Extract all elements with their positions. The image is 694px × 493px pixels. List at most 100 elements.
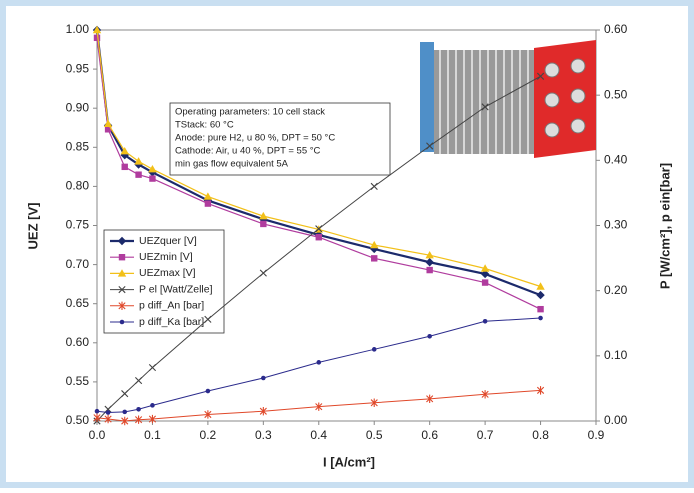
x-tick-label: 0.5	[366, 428, 383, 442]
annotation-text: Anode: pure H2, u 80 %, DPT = 50 °C	[175, 133, 335, 144]
marker	[427, 333, 432, 339]
x-tick-label: 0.3	[255, 428, 272, 442]
marker	[148, 414, 157, 424]
legend-label: UEZmin [V]	[139, 251, 193, 263]
marker	[259, 407, 267, 416]
legend-marker	[117, 236, 127, 246]
marker	[481, 390, 489, 399]
marker	[370, 240, 379, 249]
photo-fins	[434, 50, 534, 154]
marker	[425, 251, 434, 259]
marker	[135, 171, 142, 178]
y-axis-label: UEZ [V]	[25, 203, 40, 250]
marker	[315, 225, 323, 233]
x-tick-label: 0.2	[200, 428, 217, 442]
marker	[104, 126, 112, 133]
marker	[370, 398, 378, 407]
marker	[259, 269, 267, 277]
marker	[425, 258, 434, 267]
legend-frame	[103, 229, 225, 334]
marker	[120, 147, 129, 155]
marker	[150, 403, 155, 408]
legend-label: UEZmax [V]	[139, 267, 196, 279]
marker	[149, 175, 156, 182]
marker	[536, 72, 545, 80]
annotation-text: min gas flow equivalent 5A	[175, 159, 289, 170]
x-tick-label: 0.9	[588, 428, 605, 442]
marker	[105, 410, 111, 415]
y-tick-label: 0.90	[66, 100, 90, 114]
marker	[481, 279, 489, 286]
marker	[316, 360, 322, 365]
photo-fin-lines	[439, 50, 529, 154]
marker	[148, 164, 157, 173]
legend-label: p diff_An [bar]	[139, 300, 204, 312]
marker	[93, 34, 101, 42]
marker	[104, 405, 112, 413]
marker	[205, 388, 211, 394]
y-tick-label: 0.75	[66, 218, 90, 232]
marker	[122, 409, 128, 415]
marker	[94, 408, 100, 414]
marker	[426, 394, 434, 404]
marker	[260, 220, 267, 228]
marker	[538, 315, 543, 321]
marker	[371, 255, 378, 262]
y-tick-label: 0.85	[66, 139, 90, 153]
marker	[371, 347, 377, 352]
marker	[261, 375, 266, 381]
photo-plate	[420, 42, 434, 152]
series-line	[95, 29, 541, 297]
series-line	[96, 317, 541, 414]
marker	[121, 416, 129, 426]
series-line	[96, 29, 541, 288]
series-line	[96, 389, 541, 422]
annotation-box: Operating parameters: 10 cell stack TStac…	[169, 102, 391, 176]
y-tick-label: 0.95	[66, 61, 90, 75]
legend: UEZquer [V] UEZmin [V] UEZmax [V] P el [Wat…	[103, 229, 225, 334]
marker	[104, 414, 112, 424]
marker	[148, 363, 157, 372]
marker	[537, 305, 544, 313]
legend-marker	[118, 301, 126, 310]
x-axis-label: I [A/cm²]	[323, 454, 375, 469]
legend-label: p diff_Ka [bar]	[139, 316, 204, 328]
marker	[136, 406, 141, 412]
marker	[204, 315, 212, 323]
stack-photo	[420, 40, 596, 158]
marker	[204, 410, 212, 419]
annotation-text: TStack: 60 °C	[175, 120, 234, 131]
y2-tick-label: 0.10	[604, 348, 628, 362]
marker	[315, 234, 322, 241]
marker	[315, 402, 323, 411]
marker	[480, 269, 490, 279]
x-tick-label: 0.4	[310, 428, 327, 442]
legend-marker	[118, 254, 126, 261]
marker	[536, 282, 545, 290]
legend-marker	[117, 269, 127, 277]
marker	[204, 200, 212, 207]
photo-fittings	[544, 58, 586, 138]
y-tick-label: 1.00	[66, 22, 90, 36]
x-tick-label: 0.0	[89, 428, 106, 442]
marker	[426, 142, 434, 150]
marker	[134, 377, 143, 385]
marker	[370, 182, 378, 190]
marker	[481, 103, 489, 111]
y2-tick-label: 0.50	[604, 87, 628, 101]
marker	[203, 192, 213, 200]
legend-marker	[119, 319, 125, 325]
x-tick-label: 0.7	[477, 428, 494, 442]
y-tick-label: 0.80	[66, 179, 90, 193]
marker	[121, 163, 128, 171]
y-tick-label: 0.50	[66, 413, 90, 427]
y-tick-label: 0.55	[66, 374, 90, 388]
y-tick-label: 0.70	[66, 257, 90, 271]
marker	[92, 25, 102, 34]
y2-axis-label: P [W/cm²], p ein[bar]	[657, 163, 672, 289]
marker	[134, 415, 143, 424]
y-tick-label: 0.60	[66, 335, 90, 349]
x-tick-label: 0.1	[144, 428, 161, 442]
marker	[259, 211, 268, 220]
